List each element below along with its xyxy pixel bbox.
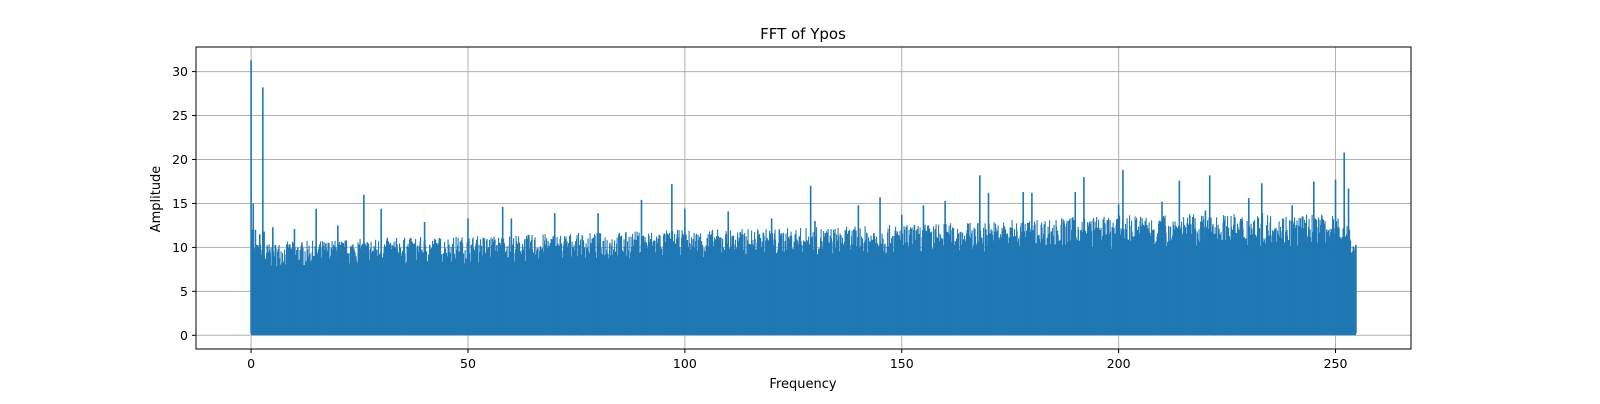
y-tick-label: 0 <box>180 328 188 343</box>
x-tick-label: 100 <box>673 356 697 371</box>
y-tick-label: 15 <box>172 196 188 211</box>
ticks: 0 50 100 150 200 250 0 5 10 15 20 25 30 <box>172 64 1347 371</box>
x-tick-label: 0 <box>247 356 255 371</box>
x-tick-label: 150 <box>890 356 914 371</box>
x-tick-label: 200 <box>1107 356 1131 371</box>
y-tick-label: 10 <box>172 240 188 255</box>
chart-title: FFT of Ypos <box>760 25 846 43</box>
y-tick-label: 20 <box>172 152 188 167</box>
y-tick-label: 25 <box>172 108 188 123</box>
y-tick-label: 5 <box>180 284 188 299</box>
x-tick-label: 250 <box>1324 356 1348 371</box>
plot-frame <box>195 46 1412 350</box>
y-axis-label: Amplitude <box>149 166 164 233</box>
x-axis-label: Frequency <box>769 377 836 392</box>
x-tick-label: 50 <box>460 356 476 371</box>
spectrum-core <box>251 249 1356 336</box>
data-area <box>250 60 1357 336</box>
y-tick-label: 30 <box>172 64 188 79</box>
